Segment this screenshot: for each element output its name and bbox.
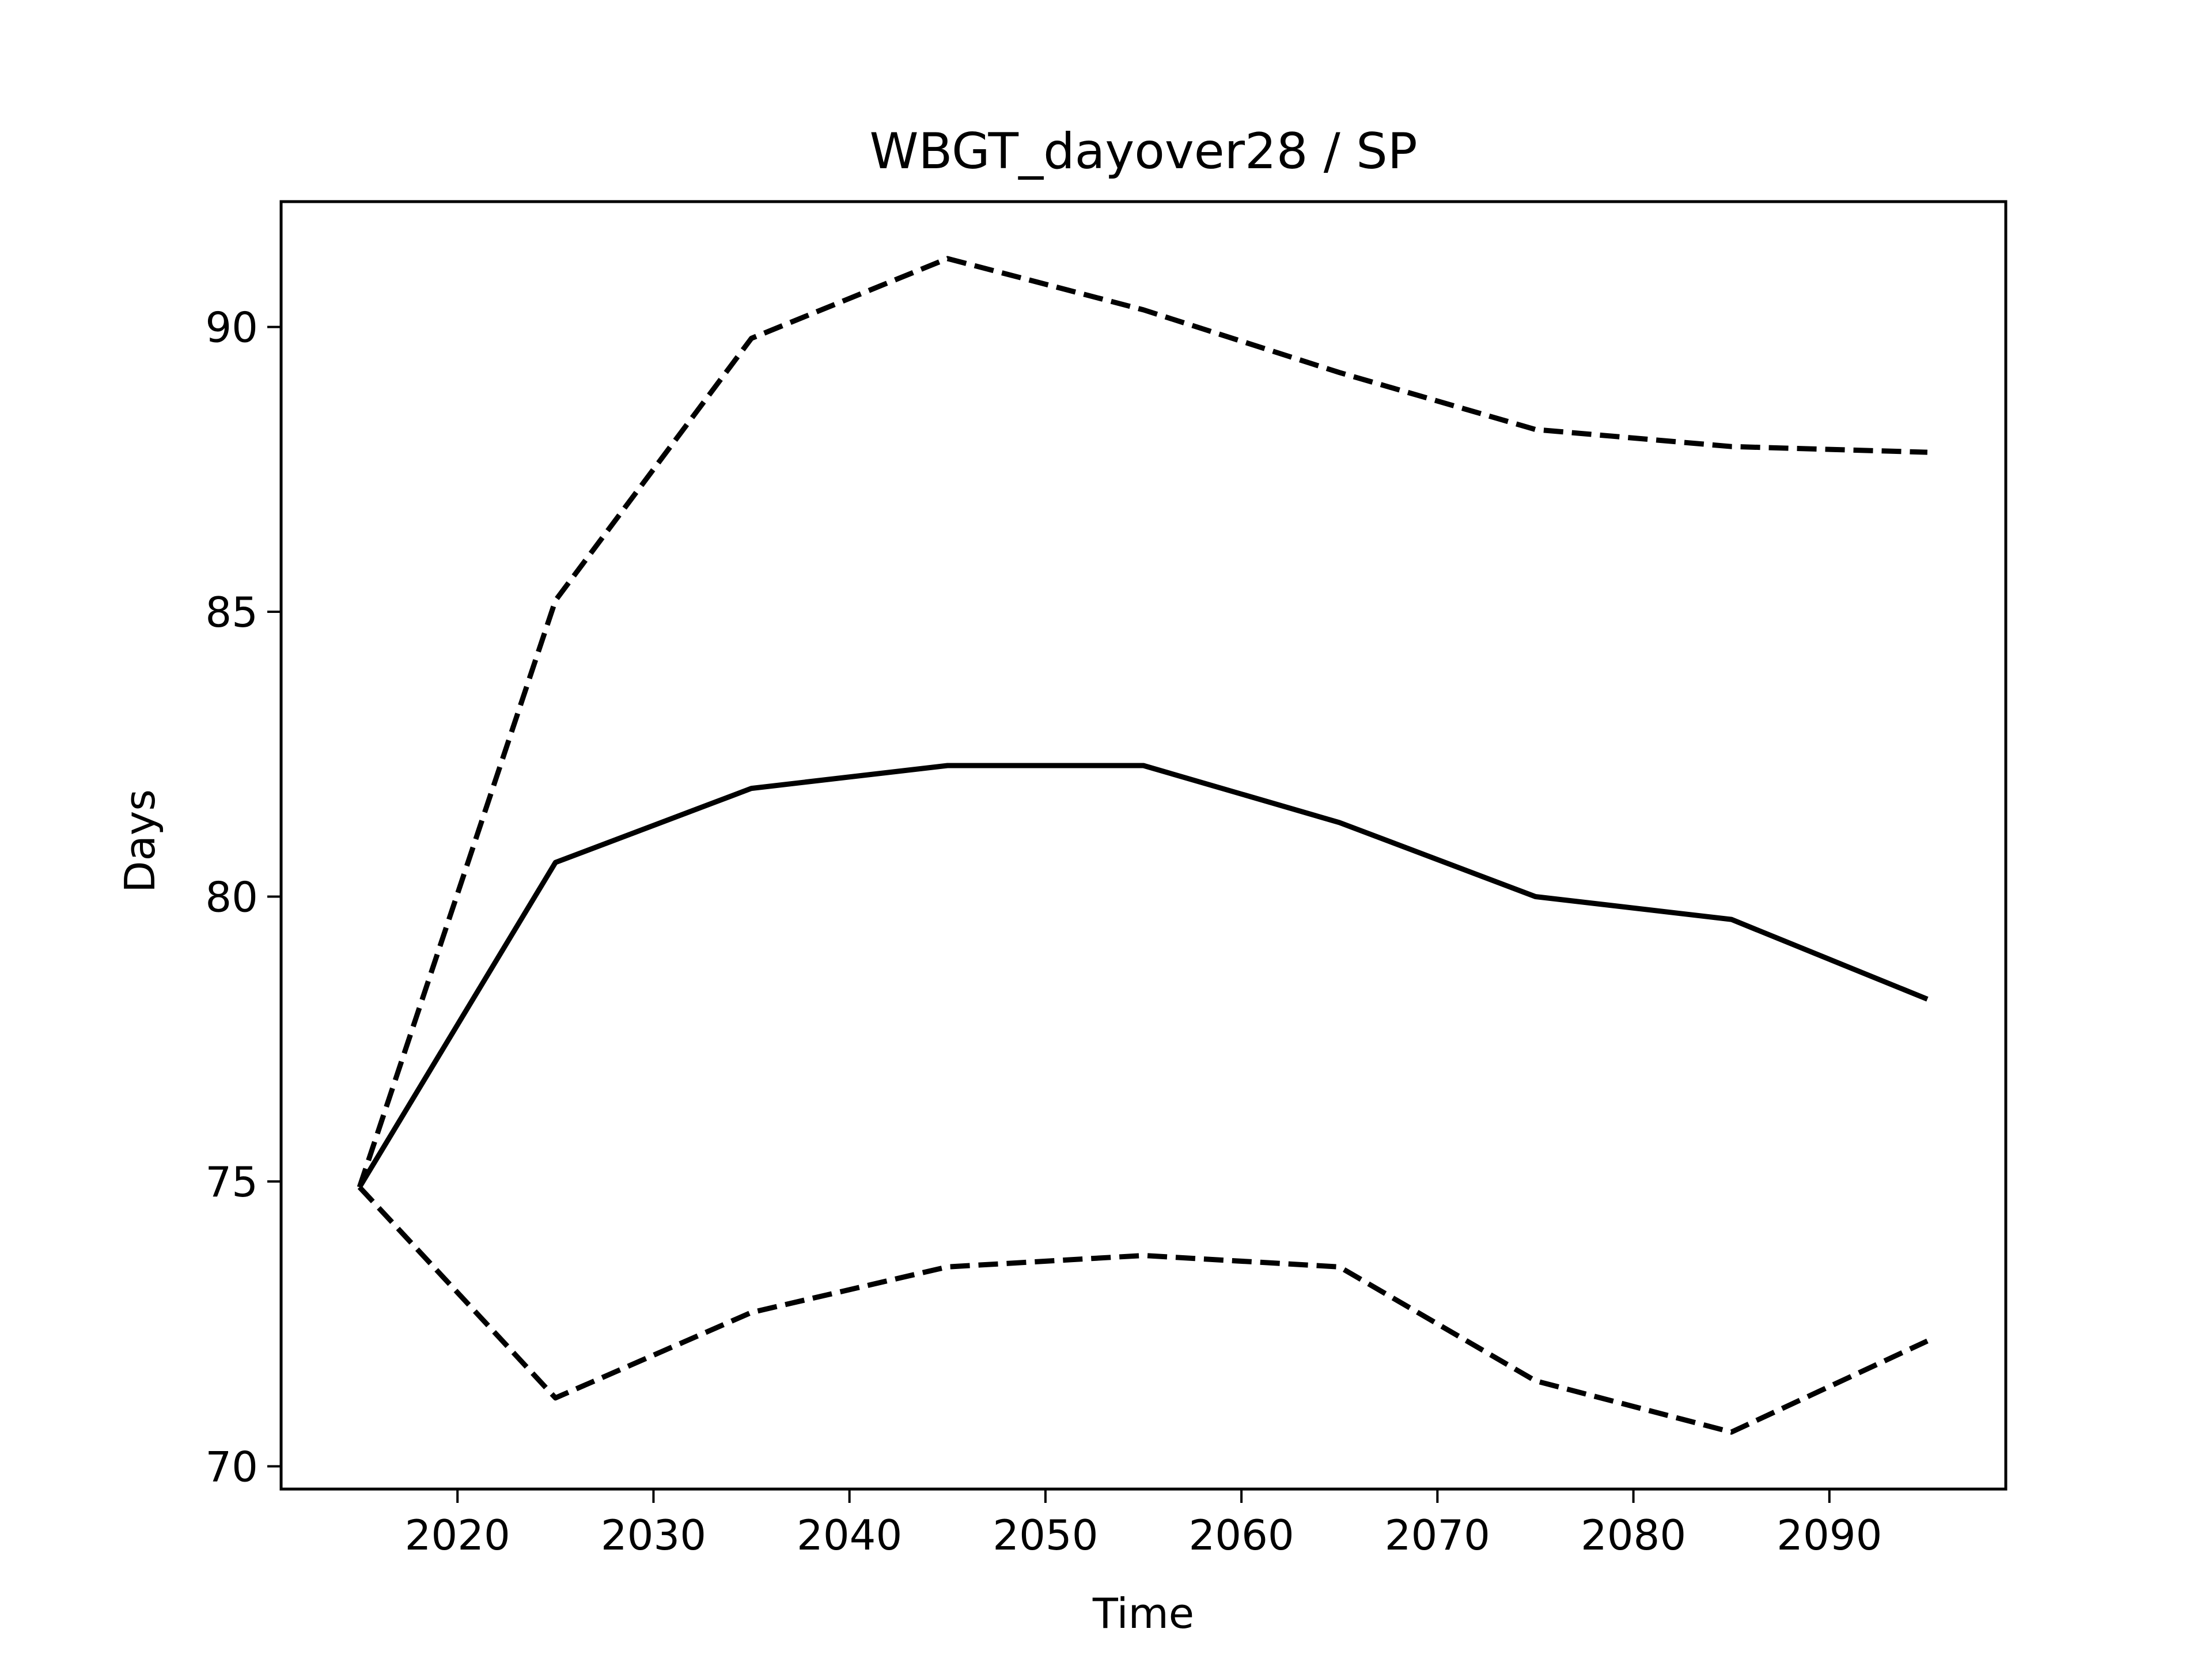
y-axis-label: Days xyxy=(116,789,164,893)
y-tick-label: 70 xyxy=(205,1442,258,1491)
y-tick-label: 90 xyxy=(205,304,258,352)
x-tick-label: 2040 xyxy=(797,1511,902,1559)
x-tick-label: 2080 xyxy=(1581,1511,1686,1559)
series-0-line xyxy=(357,763,1929,1189)
x-tick-label: 2030 xyxy=(601,1511,706,1559)
plot-frame xyxy=(279,200,2008,1491)
y-tick-label: 80 xyxy=(205,873,258,922)
x-axis-label: Time xyxy=(1092,1589,1194,1638)
chart-title: WBGT_dayover28 / SP xyxy=(869,123,1417,180)
y-tick-label: 75 xyxy=(205,1158,258,1206)
series-1-line xyxy=(357,256,1928,1188)
x-tick-label: 2090 xyxy=(1777,1511,1882,1559)
series-2-line xyxy=(357,1185,1929,1435)
y-tick-label: 85 xyxy=(205,588,258,637)
series-2 xyxy=(357,1185,1929,1435)
x-tick-label: 2020 xyxy=(405,1511,510,1559)
series-layer xyxy=(357,256,1929,1435)
x-tick-label: 2060 xyxy=(1188,1511,1294,1559)
ticks-layer: 2020 2030 2040 2050 2060 2070 2080 2090 70 75 80 85… xyxy=(205,304,1882,1559)
x-tick-label: 2070 xyxy=(1385,1511,1490,1559)
x-tick-label: 2050 xyxy=(993,1511,1098,1559)
series-0 xyxy=(357,763,1929,1189)
series-1 xyxy=(357,256,1928,1188)
